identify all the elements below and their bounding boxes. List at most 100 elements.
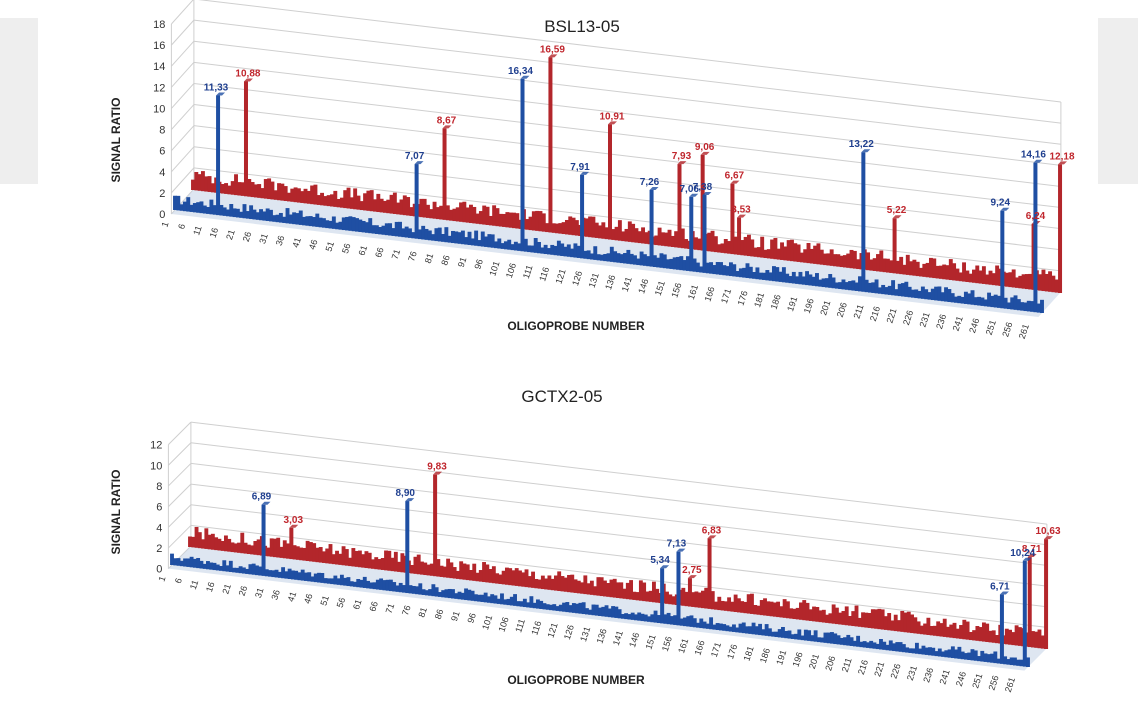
data-label: 6,71 xyxy=(990,582,1010,593)
bar xyxy=(996,658,1001,664)
bar xyxy=(917,290,922,299)
peak-bar-top xyxy=(1033,159,1043,163)
x-tick-label: 116 xyxy=(529,620,543,637)
bar xyxy=(475,572,480,582)
bar xyxy=(457,591,462,600)
data-label: 7,13 xyxy=(667,539,687,550)
bar xyxy=(325,220,330,229)
bar xyxy=(955,268,960,281)
y-tick-label: 10 xyxy=(153,103,165,115)
x-tick-label: 191 xyxy=(785,295,799,312)
bar xyxy=(283,186,288,202)
bar xyxy=(960,651,965,660)
bar xyxy=(800,635,805,641)
bar xyxy=(755,267,760,280)
gridline xyxy=(190,442,1047,546)
bar xyxy=(697,592,702,608)
bar xyxy=(303,188,308,204)
bar xyxy=(715,623,720,631)
x-tick-label: 246 xyxy=(954,670,968,687)
peak-bar xyxy=(1058,164,1063,293)
bar xyxy=(781,626,785,638)
bar xyxy=(864,612,869,628)
bar xyxy=(663,614,668,624)
bar xyxy=(685,256,690,271)
bar xyxy=(206,561,210,570)
bar xyxy=(773,237,778,260)
bar xyxy=(295,213,300,225)
bar xyxy=(1019,659,1024,667)
bar xyxy=(488,215,493,226)
bar xyxy=(202,205,207,214)
bar xyxy=(540,575,545,590)
data-label: 7,06 xyxy=(679,184,699,195)
bar xyxy=(356,579,361,588)
bar xyxy=(343,190,348,209)
bar xyxy=(668,594,673,605)
x-tick-label: 231 xyxy=(918,311,932,328)
bar xyxy=(778,271,783,282)
peak-bar-top xyxy=(660,565,670,569)
bar xyxy=(748,266,753,279)
bar xyxy=(1005,272,1010,287)
peak-bar-top xyxy=(289,524,299,528)
bar xyxy=(944,287,948,302)
bar xyxy=(328,544,333,564)
bar xyxy=(601,606,606,617)
peak-bar-top xyxy=(442,125,452,129)
bar xyxy=(985,623,990,642)
bar xyxy=(746,234,751,257)
bar xyxy=(852,640,857,647)
y-tick-label: 6 xyxy=(156,502,162,514)
bar xyxy=(885,644,890,651)
bar xyxy=(248,564,253,575)
bar xyxy=(774,631,779,638)
bar xyxy=(644,232,649,244)
bar xyxy=(589,580,594,595)
bar xyxy=(751,622,756,635)
bar xyxy=(670,235,675,248)
bar xyxy=(469,204,473,224)
bar xyxy=(531,571,535,588)
bar xyxy=(271,570,276,578)
x-tick-label: 171 xyxy=(709,641,723,658)
bar xyxy=(297,572,302,581)
bar xyxy=(310,576,315,582)
bar xyxy=(617,609,622,619)
bar xyxy=(571,603,576,613)
bar xyxy=(480,594,485,602)
bar xyxy=(680,228,685,249)
bar xyxy=(950,646,955,659)
bar xyxy=(968,273,973,283)
data-label: 6,89 xyxy=(252,492,272,503)
bar xyxy=(565,602,570,613)
bar xyxy=(243,542,248,554)
bar xyxy=(701,590,705,609)
bar xyxy=(277,571,282,578)
bar xyxy=(349,581,354,587)
bar xyxy=(967,652,972,660)
bar xyxy=(983,299,988,307)
bar xyxy=(259,209,263,221)
bar xyxy=(818,610,823,623)
x-tick-label: 236 xyxy=(934,313,948,330)
bar xyxy=(602,580,607,597)
bar xyxy=(245,568,250,574)
bar xyxy=(834,607,839,625)
bar xyxy=(320,572,325,583)
bar xyxy=(851,280,856,291)
x-tick-label: 41 xyxy=(290,236,303,249)
bar xyxy=(990,653,994,663)
gridline xyxy=(171,0,194,25)
data-label: 13,22 xyxy=(849,139,874,150)
bar xyxy=(209,562,214,570)
bar xyxy=(925,262,930,278)
bar xyxy=(276,537,281,558)
peak-bar-top xyxy=(216,92,226,96)
y-tick-label: 18 xyxy=(153,19,165,31)
bar xyxy=(752,272,757,279)
bar xyxy=(220,541,225,551)
x-tick-label: 146 xyxy=(636,278,650,295)
bar xyxy=(204,176,209,192)
bar xyxy=(836,635,841,645)
